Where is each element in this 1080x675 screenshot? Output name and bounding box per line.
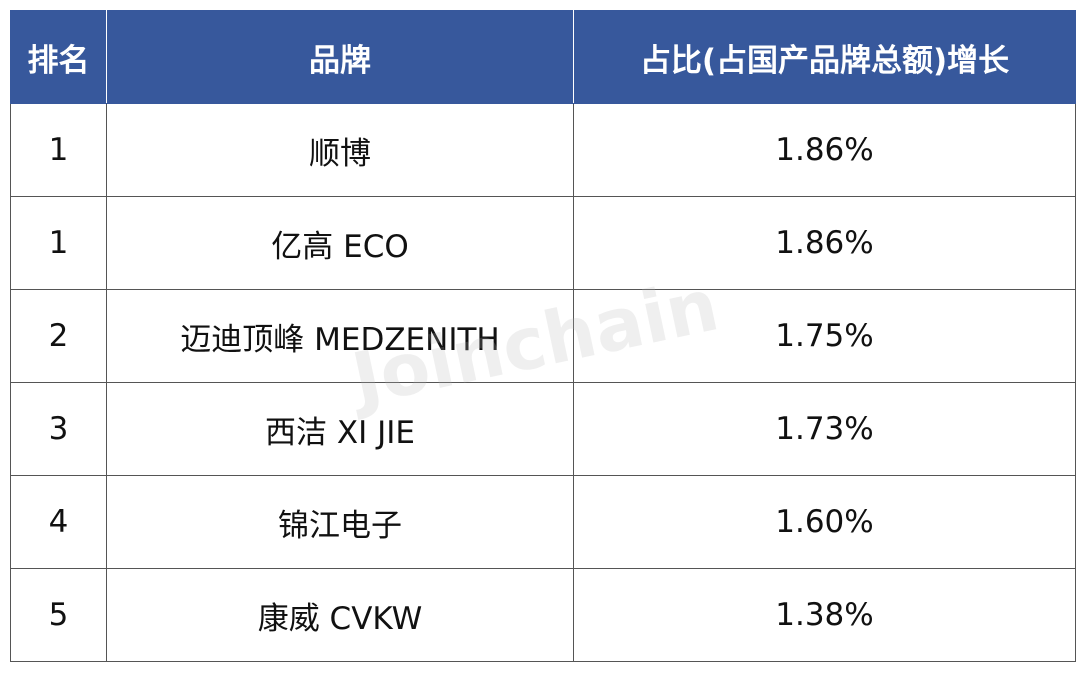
column-header: 占比(占国产品牌总额)增长 [573, 10, 1076, 104]
column-header: 品牌 [106, 10, 574, 104]
rank-cell: 1 [10, 196, 107, 290]
share-cell: 1.73% [573, 382, 1076, 476]
ranking-table: 排名 品牌 占比(占国产品牌总额)增长 1 顺博 1.86% 1 亿高 ECO 1.86% 2 迈… [10, 10, 1076, 662]
brand-cell: 亿高 ECO [106, 196, 574, 290]
column-header: 排名 [10, 10, 107, 104]
rank-cell: 1 [10, 103, 107, 197]
rank-cell: 4 [10, 475, 107, 569]
table-body: 1 顺博 1.86% 1 亿高 ECO 1.86% 2 迈迪顶峰 MEDZENITH 1.75%… [10, 103, 1076, 662]
share-cell: 1.86% [573, 196, 1076, 290]
share-cell: 1.60% [573, 475, 1076, 569]
table-row: 1 顺博 1.86% [10, 103, 1076, 197]
brand-cell: 西洁 XI JIE [106, 382, 574, 476]
brand-cell: 锦江电子 [106, 475, 574, 569]
table-row: 3 西洁 XI JIE 1.73% [10, 382, 1076, 476]
rank-cell: 5 [10, 568, 107, 662]
brand-cell: 顺博 [106, 103, 574, 197]
rank-cell: 2 [10, 289, 107, 383]
header-row: 排名 品牌 占比(占国产品牌总额)增长 [10, 10, 1076, 104]
rank-cell: 3 [10, 382, 107, 476]
table-row: 1 亿高 ECO 1.86% [10, 196, 1076, 290]
brand-cell: 康威 CVKW [106, 568, 574, 662]
table-row: 2 迈迪顶峰 MEDZENITH 1.75% [10, 289, 1076, 383]
share-cell: 1.75% [573, 289, 1076, 383]
share-cell: 1.86% [573, 103, 1076, 197]
share-cell: 1.38% [573, 568, 1076, 662]
table-row: 4 锦江电子 1.60% [10, 475, 1076, 569]
brand-cell: 迈迪顶峰 MEDZENITH [106, 289, 574, 383]
table-row: 5 康威 CVKW 1.38% [10, 568, 1076, 662]
